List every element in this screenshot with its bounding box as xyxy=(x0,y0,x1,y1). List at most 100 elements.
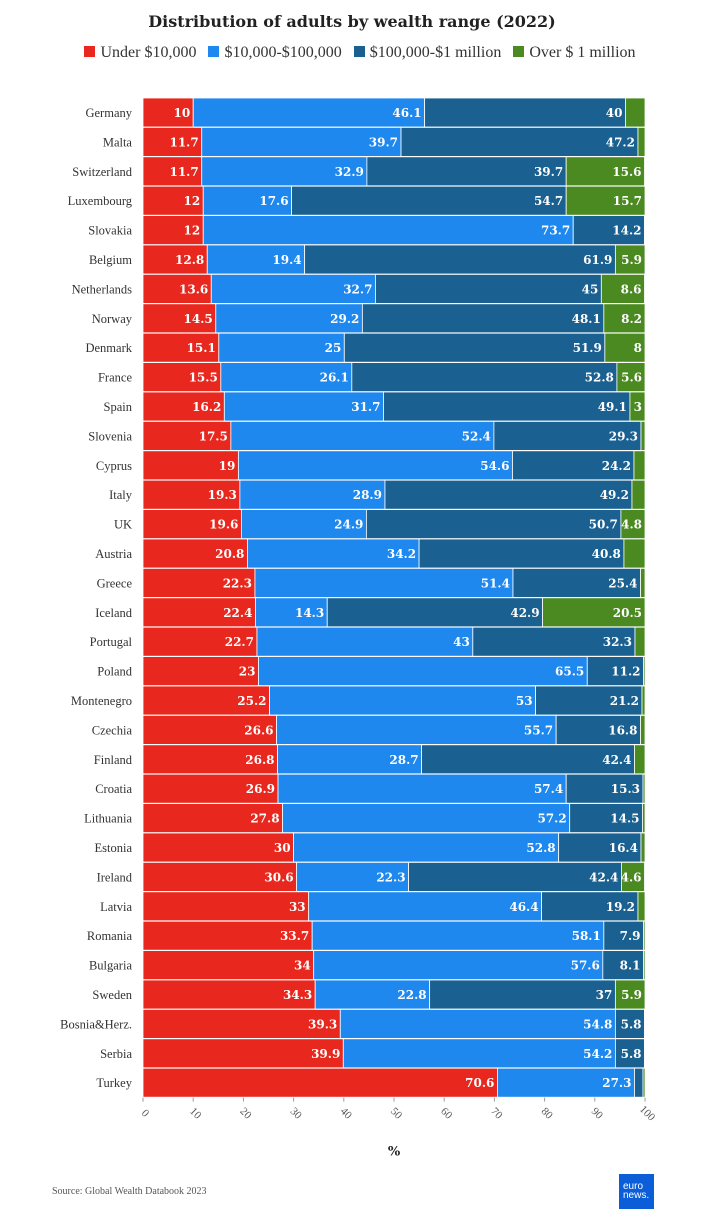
data-label: 33 xyxy=(289,900,306,914)
bar-segment xyxy=(142,332,220,363)
data-label: 14.3 xyxy=(295,606,324,620)
data-label: 42.9 xyxy=(510,606,539,620)
bar-segment xyxy=(472,626,636,657)
bar-segment xyxy=(223,391,384,422)
bar-segment xyxy=(311,920,605,951)
bar-segment xyxy=(572,215,645,246)
data-label: 65.5 xyxy=(555,665,584,679)
data-label: 4.8 xyxy=(621,518,642,532)
bar-segment xyxy=(640,715,646,745)
data-label: 52.8 xyxy=(526,841,555,855)
x-axis-label: % xyxy=(388,1145,401,1160)
bar-segment xyxy=(384,479,633,510)
data-label: 15.7 xyxy=(613,194,642,208)
bar-segment xyxy=(142,244,208,275)
bar-segment xyxy=(620,509,646,540)
bar-segment xyxy=(142,1067,498,1098)
bar-segment xyxy=(142,303,217,334)
category-label: Slovenia xyxy=(88,429,132,443)
data-label: 42.4 xyxy=(589,870,618,884)
data-label: 14.2 xyxy=(612,224,641,238)
bar-segment xyxy=(542,597,646,628)
data-label: 5.6 xyxy=(621,371,642,385)
bar-segment xyxy=(277,744,423,775)
data-label: 31.7 xyxy=(351,400,380,414)
data-label: 42.4 xyxy=(602,753,631,767)
bar-segment xyxy=(202,185,292,216)
legend-item-2: $100,000-$1 million xyxy=(353,42,502,64)
bar-segment xyxy=(644,1009,646,1039)
legend: Under $10,000 $10,000-$100,000 $100,000-$1… xyxy=(70,42,650,64)
bar-segment xyxy=(637,891,646,922)
legend-label: $100,000-$1 million xyxy=(369,44,502,61)
bar-segment xyxy=(604,332,646,363)
bar-segment xyxy=(634,1067,644,1098)
data-label: 58.1 xyxy=(572,929,601,943)
data-label: 24.2 xyxy=(602,459,631,473)
data-label: 22.3 xyxy=(376,870,405,884)
source-note: Source: Global Wealth Databook 2023 xyxy=(52,1186,207,1197)
data-label: 29.2 xyxy=(330,312,359,326)
data-label: 34.2 xyxy=(387,547,416,561)
data-label: 10 xyxy=(173,106,190,120)
chart-title: Distribution of adults by wealth range (… xyxy=(148,12,556,31)
bar-segment xyxy=(142,803,283,833)
data-label: 24.9 xyxy=(334,518,363,532)
x-tick-label: 50 xyxy=(388,1105,405,1122)
data-label: 40.8 xyxy=(592,547,621,561)
data-label: 39.7 xyxy=(369,135,398,149)
data-label: 19.3 xyxy=(208,488,237,502)
bar-segment xyxy=(565,185,646,216)
data-label: 8.6 xyxy=(621,282,642,296)
data-label: 5.9 xyxy=(621,253,642,267)
bar-segment xyxy=(142,744,278,775)
bar-segment xyxy=(643,920,646,951)
bar-segment xyxy=(642,773,646,804)
category-label: Bosnia&Herz. xyxy=(60,1017,132,1031)
bar-segment xyxy=(142,156,203,187)
data-label: 5.8 xyxy=(621,1047,642,1061)
bar-segment xyxy=(614,1009,645,1039)
x-tick-label: 0 xyxy=(139,1107,152,1120)
category-label: Finland xyxy=(94,753,133,767)
data-label: 57.6 xyxy=(571,959,600,973)
data-label: 46.4 xyxy=(509,900,538,914)
bar-segment xyxy=(623,538,646,569)
bar-segment xyxy=(296,862,409,892)
data-label: 20.5 xyxy=(613,606,642,620)
data-label: 57.4 xyxy=(534,782,563,796)
data-label: 19.2 xyxy=(606,900,635,914)
bar-segment xyxy=(418,538,625,569)
data-label: 46.1 xyxy=(392,106,421,120)
bar-segment xyxy=(210,273,376,304)
data-label: 20.8 xyxy=(215,547,244,561)
bar-segment xyxy=(343,332,606,363)
data-label: 54.7 xyxy=(534,194,563,208)
data-label: 52.8 xyxy=(585,371,614,385)
bar-segment xyxy=(383,391,631,422)
category-label: Norway xyxy=(92,312,133,326)
bar-segment xyxy=(314,979,431,1010)
data-label: 7.9 xyxy=(620,929,641,943)
data-label: 52.4 xyxy=(462,429,491,443)
data-label: 12 xyxy=(184,224,201,238)
category-label: Greece xyxy=(97,576,133,590)
data-label: 16.2 xyxy=(192,400,221,414)
bar-segment xyxy=(142,362,222,393)
bar-segment xyxy=(142,773,279,804)
bar-segment xyxy=(565,156,645,187)
category-label: Bulgaria xyxy=(89,959,132,973)
category-label: Portugal xyxy=(90,635,133,649)
data-label: 55.7 xyxy=(524,723,553,737)
bar-segment xyxy=(541,891,639,922)
legend-label: Over $ 1 million xyxy=(529,44,636,61)
bar-segment xyxy=(142,1038,344,1069)
data-label: 40 xyxy=(606,106,623,120)
category-label: UK xyxy=(114,518,132,532)
euronews-logo[interactable]: euro news. xyxy=(619,1174,654,1209)
data-label: 15.3 xyxy=(611,782,640,796)
bar-segment xyxy=(247,538,420,569)
bar-segment xyxy=(258,656,588,686)
data-label: 3 xyxy=(634,400,642,414)
bar-segment xyxy=(644,215,646,246)
